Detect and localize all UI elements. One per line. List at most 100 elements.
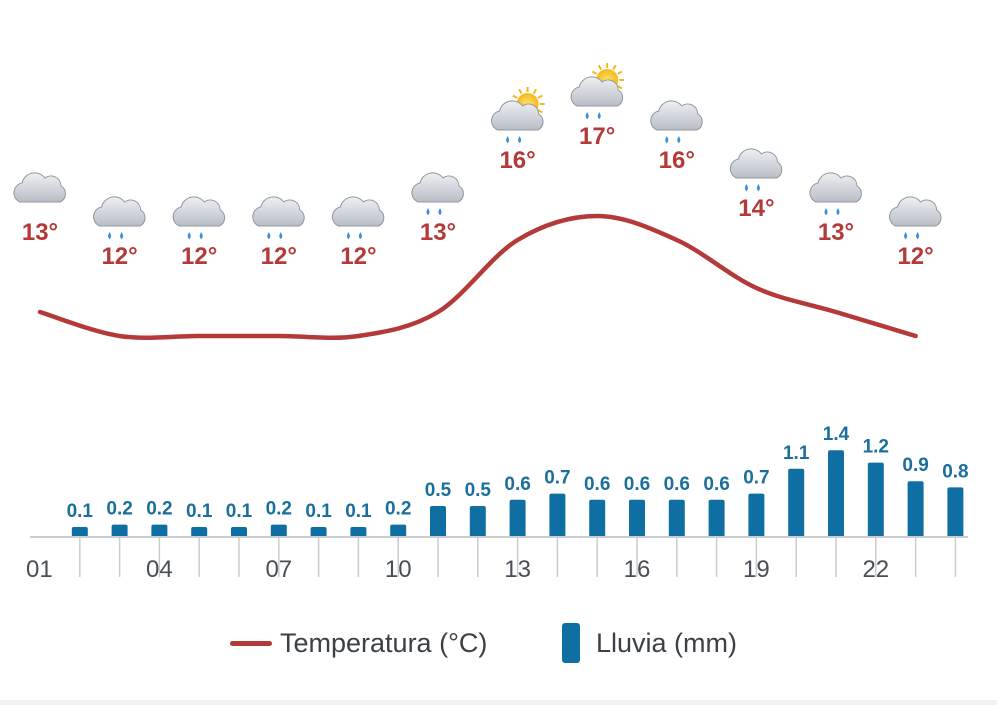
cloud-icon — [13, 172, 66, 203]
rain-value-label: 0.6 — [703, 474, 729, 495]
temperature-value-label: 16° — [499, 147, 535, 174]
sun-cloud-rain-icon — [491, 87, 545, 143]
raindrop-icon — [267, 232, 271, 239]
cloud-rain-icon — [729, 148, 783, 191]
rain-value-label: 1.4 — [823, 424, 850, 445]
rain-bar — [629, 499, 645, 537]
rain-bar — [668, 499, 685, 537]
cloud-rain-icon — [650, 100, 703, 143]
cloud-rain-icon — [252, 196, 305, 239]
temperature-value-label: 14° — [738, 195, 774, 222]
raindrop-icon — [904, 232, 908, 239]
legend-temperature: Temperatura (°C) — [230, 618, 487, 668]
rain-value-label: 0.5 — [465, 480, 492, 501]
rain-value-label: 0.1 — [345, 501, 372, 522]
temperature-value-label: 16° — [659, 147, 695, 174]
raindrop-icon — [279, 232, 283, 239]
rain-value-label: 0.5 — [425, 480, 452, 501]
raindrop-icon — [426, 208, 430, 215]
rain-bar — [947, 487, 964, 537]
rain-bar — [708, 499, 725, 537]
rain-value-label: 0.6 — [584, 474, 610, 495]
rain-value-label: 0.8 — [942, 461, 968, 482]
raindrop-icon — [824, 208, 828, 215]
rain-value-label: 0.1 — [67, 501, 94, 522]
rain-bars-layer: 0.1 0.2 0.2 0.1 0.1 0.2 0.1 0.1 0.2 0.5 0.5 0.6 0.7 0… — [67, 424, 969, 537]
raindrop-icon — [199, 232, 203, 239]
rain-value-label: 0.2 — [146, 499, 172, 520]
rain-value-label: 1.2 — [863, 437, 889, 458]
legend: Temperatura (°C) Lluvia (mm) — [0, 618, 997, 668]
temperature-value-label: 13° — [818, 219, 854, 246]
raindrop-icon — [836, 208, 840, 215]
rain-bar — [469, 506, 486, 537]
temperature-value-label: 12° — [101, 243, 137, 270]
x-tick-label: 16 — [624, 556, 651, 583]
rain-value-label: 0.6 — [664, 474, 690, 495]
rain-value-label: 0.6 — [504, 474, 530, 495]
rain-value-label: 0.7 — [743, 468, 769, 489]
cloud-rain-icon — [889, 196, 942, 239]
weather-chart: 0.1 0.2 0.2 0.1 0.1 0.2 0.1 0.1 0.2 0.5 0.5 0.6 0.7 0… — [13, 63, 969, 583]
bottom-strip — [0, 700, 997, 705]
x-tick-label: 10 — [385, 556, 412, 583]
rain-bar — [828, 450, 844, 537]
rain-bar — [310, 527, 327, 537]
raindrop-icon — [120, 232, 124, 239]
legend-rain-swatch — [562, 623, 580, 663]
raindrop-icon — [438, 208, 442, 215]
raindrop-icon — [916, 232, 920, 239]
raindrop-icon — [187, 232, 191, 239]
raindrop-icon — [756, 184, 760, 191]
rain-bar — [867, 462, 884, 537]
raindrop-icon — [597, 112, 601, 119]
rain-bar — [231, 527, 247, 537]
rain-value-label: 0.2 — [385, 499, 411, 520]
raindrop-icon — [585, 112, 589, 119]
rain-bar — [270, 524, 287, 537]
temperature-value-label: 12° — [340, 243, 376, 270]
rain-bar — [191, 527, 208, 537]
raindrop-icon — [677, 136, 681, 143]
rain-bar — [71, 527, 88, 537]
x-axis: 01 04 07 10 13 16 19 22 — [26, 536, 968, 583]
x-tick-label: 04 — [146, 556, 173, 583]
rain-value-label: 0.1 — [226, 501, 253, 522]
rain-bar — [549, 493, 566, 537]
cloud-rain-icon — [172, 196, 226, 239]
rain-bar — [151, 524, 168, 537]
temperature-value-label: 12° — [897, 243, 933, 270]
cloud-rain-icon — [809, 172, 862, 215]
raindrop-icon — [108, 232, 112, 239]
raindrop-icon — [358, 232, 362, 239]
rain-bar — [430, 506, 446, 537]
rain-value-label: 0.1 — [305, 501, 332, 522]
temperature-value-label: 13° — [420, 219, 456, 246]
x-tick-label: 07 — [265, 556, 292, 583]
weather-icons-layer: 13° 12° 12° 12° 12° 13° 16° 17° 16° 14° 13° 12° — [13, 63, 942, 270]
cloud-rain-icon — [93, 196, 146, 239]
x-tick-label: 13 — [504, 556, 531, 583]
temperature-value-label: 17° — [579, 123, 615, 150]
temperature-layer — [37, 213, 918, 341]
rain-value-label: 0.9 — [902, 455, 928, 476]
legend-temperature-label: Temperatura (°C) — [280, 627, 488, 658]
rain-bar — [907, 481, 924, 537]
rain-bar — [390, 524, 407, 537]
cloud-rain-icon — [331, 196, 385, 239]
raindrop-icon — [506, 136, 510, 143]
legend-rain-label: Lluvia (mm) — [596, 627, 738, 658]
sun-cloud-rain-icon — [570, 63, 625, 119]
rain-value-label: 1.1 — [783, 443, 810, 464]
x-tick-label: 19 — [743, 556, 770, 583]
legend-temperature-swatch — [230, 640, 272, 646]
temperature-value-label: 13° — [22, 219, 58, 246]
raindrop-icon — [518, 136, 522, 143]
rain-bar — [748, 493, 765, 537]
raindrop-icon — [744, 184, 748, 191]
rain-bar — [788, 468, 805, 537]
rain-value-label: 0.7 — [544, 468, 570, 489]
rain-bar — [111, 524, 128, 537]
rain-bar — [509, 499, 526, 537]
temperature-value-label: 12° — [261, 243, 297, 270]
